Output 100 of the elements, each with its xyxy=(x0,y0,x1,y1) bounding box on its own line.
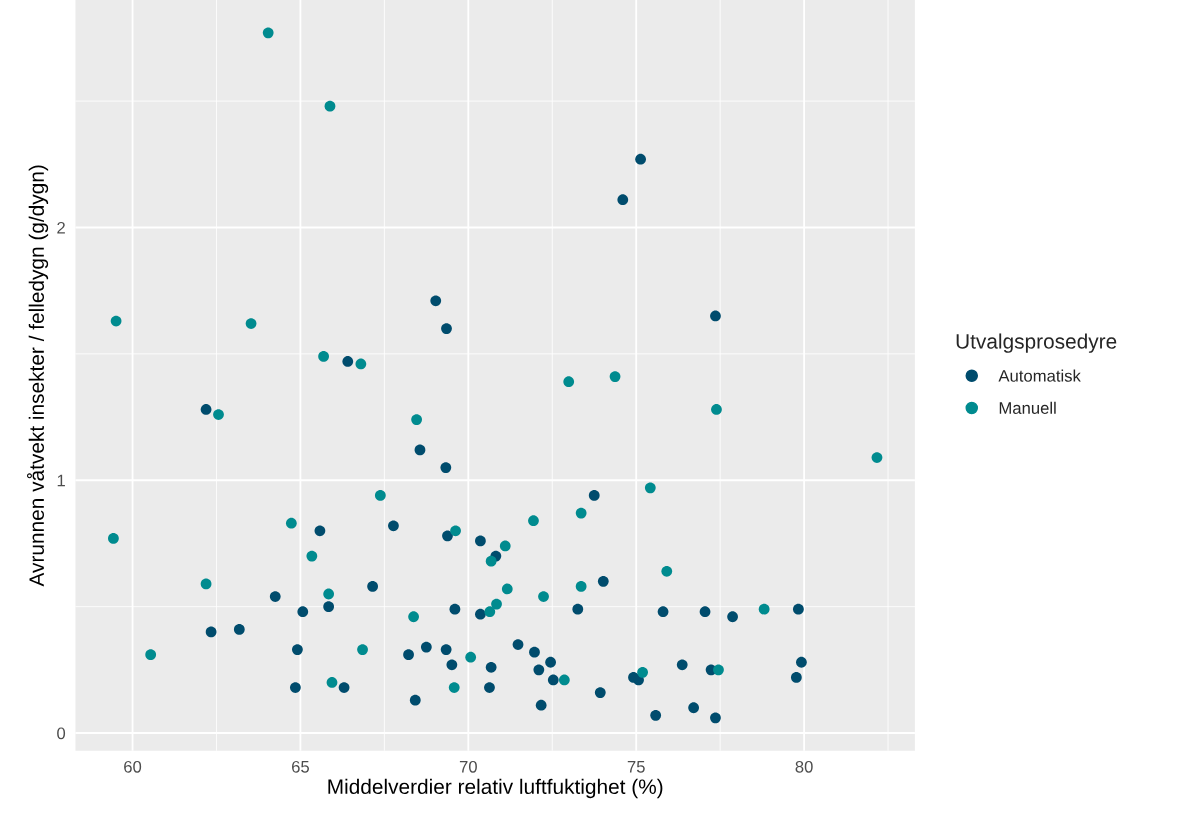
point xyxy=(297,606,309,618)
point xyxy=(558,674,570,686)
point xyxy=(450,525,461,537)
point xyxy=(609,371,621,382)
point xyxy=(484,606,496,618)
point xyxy=(688,702,699,714)
point xyxy=(711,404,722,415)
point xyxy=(357,644,368,655)
point xyxy=(318,351,329,362)
point xyxy=(563,376,575,388)
point xyxy=(285,517,297,529)
point xyxy=(200,404,212,415)
point xyxy=(338,682,350,693)
point xyxy=(676,659,688,671)
point xyxy=(430,295,442,307)
point xyxy=(871,452,883,463)
y-tick-label: 2 xyxy=(57,221,65,234)
point xyxy=(793,603,804,615)
point xyxy=(535,699,547,711)
point xyxy=(245,318,257,329)
point xyxy=(617,194,629,206)
point xyxy=(414,444,426,456)
point xyxy=(710,310,721,322)
point xyxy=(388,520,399,532)
point xyxy=(326,677,338,688)
point xyxy=(233,624,245,635)
point xyxy=(367,581,378,592)
point xyxy=(448,682,460,693)
point xyxy=(533,664,545,676)
point xyxy=(637,666,648,678)
point xyxy=(491,598,502,610)
point xyxy=(512,639,524,650)
x-axis-title: Middelverdier relativ luftfuktighet (%) xyxy=(328,778,663,799)
point xyxy=(411,414,422,425)
point xyxy=(529,646,540,658)
point xyxy=(547,674,559,686)
point xyxy=(110,315,122,327)
point xyxy=(528,515,539,527)
point xyxy=(213,409,224,420)
point xyxy=(710,712,721,724)
point xyxy=(475,608,486,620)
point xyxy=(485,555,497,567)
point xyxy=(758,603,770,615)
point xyxy=(446,659,458,671)
legend-title: Utvalgsprosedyre xyxy=(956,333,1117,353)
point xyxy=(575,581,587,592)
x-tick-label: 70 xyxy=(459,760,477,773)
x-tick-label: 80 xyxy=(795,760,813,773)
point xyxy=(790,672,802,683)
x-tick-label: 75 xyxy=(627,761,645,773)
point xyxy=(314,525,326,537)
point xyxy=(499,540,511,552)
x-tick-label: 65 xyxy=(292,760,309,773)
x-tick-label: 60 xyxy=(124,760,142,773)
point xyxy=(420,641,432,653)
legend-label: Automatisk xyxy=(998,369,1081,382)
point xyxy=(713,664,724,676)
point xyxy=(538,591,549,602)
point xyxy=(442,530,453,542)
point xyxy=(200,578,212,590)
point xyxy=(644,482,656,494)
point xyxy=(205,626,217,638)
point xyxy=(342,356,354,367)
point xyxy=(727,611,738,623)
y-axis-title: Avrunnen våtvekt insekter / felledygn (g/dygn) xyxy=(27,165,49,587)
point xyxy=(501,583,513,595)
point xyxy=(661,565,673,577)
point xyxy=(575,507,587,519)
point xyxy=(323,588,335,600)
point xyxy=(403,649,414,661)
point xyxy=(355,358,367,370)
point xyxy=(475,535,486,547)
legend-label: Manuell xyxy=(999,401,1056,414)
y-tick-label: 0 xyxy=(57,727,66,740)
point xyxy=(441,323,452,334)
point xyxy=(796,656,807,668)
point xyxy=(440,644,452,655)
point xyxy=(699,606,711,618)
point xyxy=(408,611,419,623)
point xyxy=(597,575,609,587)
point xyxy=(262,27,274,39)
y-tick-label: 1 xyxy=(57,474,65,487)
point xyxy=(545,656,556,668)
point xyxy=(145,649,157,661)
point xyxy=(657,606,669,618)
point xyxy=(594,687,606,698)
point xyxy=(269,591,281,602)
point xyxy=(292,644,303,655)
point xyxy=(465,651,477,663)
point xyxy=(485,661,497,673)
point xyxy=(323,601,335,613)
point xyxy=(484,682,495,693)
point xyxy=(635,153,646,165)
point xyxy=(650,709,662,721)
point xyxy=(290,682,301,693)
point xyxy=(306,550,318,562)
point xyxy=(572,603,584,615)
point xyxy=(440,462,452,473)
point xyxy=(409,694,421,706)
point xyxy=(588,490,600,501)
